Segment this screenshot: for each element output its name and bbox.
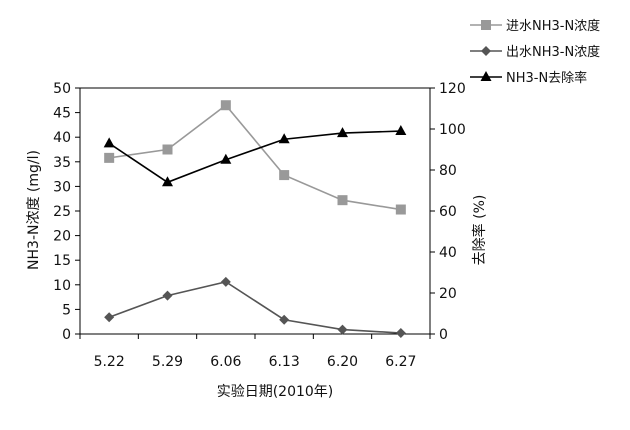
data-point-triangle — [480, 71, 492, 81]
left-tick-label: 25 — [53, 204, 71, 220]
legend-item: 进水NH3-N浓度 — [470, 18, 600, 34]
plot-area — [79, 87, 431, 335]
left-tick-label: 30 — [53, 179, 71, 195]
data-point-diamond — [220, 276, 231, 287]
data-point-square — [162, 144, 173, 155]
right-tick-label: 80 — [439, 163, 457, 179]
right-tick-label: 120 — [439, 81, 466, 97]
data-point-square — [104, 152, 115, 163]
data-point-square — [220, 100, 231, 111]
data-point-triangle — [162, 176, 173, 187]
x-tick-label: 6.13 — [269, 354, 300, 370]
data-point-square — [395, 204, 406, 215]
right-tick-label: 60 — [439, 204, 457, 220]
right-tick-label: 100 — [439, 122, 466, 138]
series-line — [108, 280, 401, 334]
x-axis-title: 实验日期(2010年) — [217, 384, 334, 400]
data-point-triangle — [220, 153, 232, 164]
legend-item: 出水NH3-N浓度 — [470, 44, 600, 60]
left-y-axis-title: NH3-N浓度 (mg/l) — [26, 150, 42, 270]
data-point-diamond — [337, 324, 348, 335]
data-point-diamond — [395, 328, 406, 339]
series-layer — [103, 100, 407, 339]
right-y-axis: 0 20 40 60 80 100 120 — [430, 81, 466, 343]
left-tick-label: 50 — [53, 81, 71, 97]
data-point-triangle — [395, 125, 407, 136]
x-axis: 5.22 5.29 6.06 6.13 6.20 6.27 — [79, 334, 431, 370]
data-point-square — [481, 20, 491, 30]
data-point-square — [279, 170, 290, 181]
data-point-square — [337, 195, 348, 206]
right-tick-label: 20 — [439, 286, 457, 302]
series-2 — [104, 276, 406, 339]
right-tick-label: 40 — [439, 245, 457, 261]
x-tick-label: 6.27 — [385, 354, 416, 370]
legend-label: 进水NH3-N浓度 — [506, 18, 600, 34]
x-tick-label: 6.06 — [210, 354, 241, 370]
legend-label: 出水NH3-N浓度 — [506, 44, 600, 60]
legend-label: NH3-N去除率 — [506, 70, 587, 86]
data-point-diamond — [481, 46, 491, 56]
right-tick-label: 0 — [439, 327, 448, 343]
left-tick-label: 0 — [62, 327, 71, 343]
left-tick-label: 20 — [53, 229, 71, 245]
data-point-diamond — [279, 314, 290, 325]
series-1 — [104, 100, 406, 215]
data-point-triangle — [103, 137, 115, 148]
data-point-triangle — [278, 133, 290, 144]
left-tick-label: 35 — [53, 155, 71, 171]
series-line — [108, 130, 401, 184]
left-tick-label: 40 — [53, 130, 71, 146]
data-point-diamond — [162, 290, 173, 301]
left-tick-label: 45 — [53, 106, 71, 122]
series-line — [109, 104, 401, 211]
data-point-triangle — [337, 127, 348, 138]
left-tick-label: 10 — [53, 278, 71, 294]
left-y-axis: 0 5 10 15 20 25 30 35 40 45 50 — [53, 81, 80, 343]
plot-border — [79, 87, 431, 335]
legend-item: NH3-N去除率 — [470, 70, 587, 86]
x-tick-label: 6.20 — [327, 354, 358, 370]
data-point-diamond — [104, 312, 115, 323]
left-tick-label: 5 — [62, 302, 71, 318]
right-y-axis-title: 去除率 (%) — [471, 195, 488, 266]
x-tick-label: 5.29 — [152, 354, 183, 370]
series-3 — [103, 125, 407, 187]
x-tick-label: 5.22 — [94, 354, 125, 370]
left-tick-label: 15 — [53, 253, 71, 269]
